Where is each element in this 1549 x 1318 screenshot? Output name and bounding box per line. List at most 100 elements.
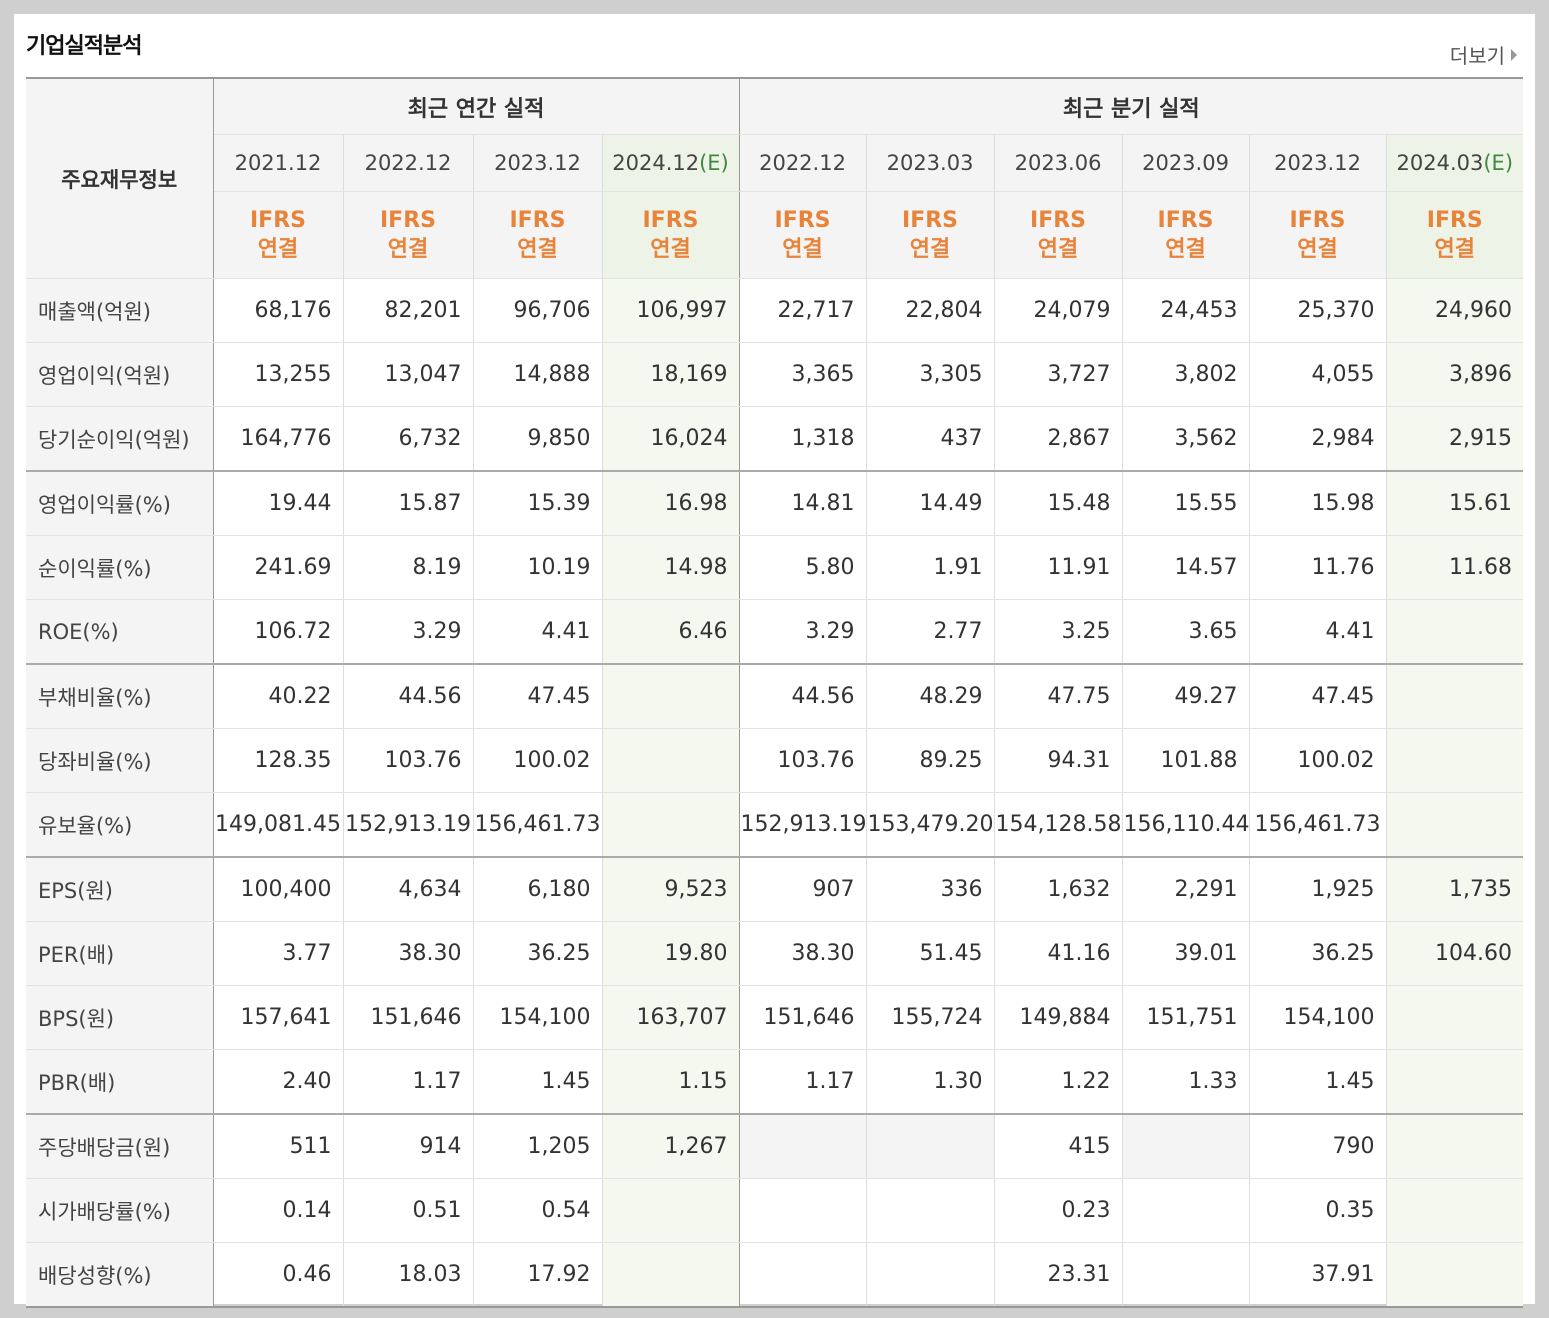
period-date: 2023.03 bbox=[886, 151, 974, 175]
value-cell: 47.45 bbox=[1248, 663, 1387, 729]
value-cell: 1.91 bbox=[865, 535, 995, 600]
value-cell: 914 bbox=[342, 1113, 473, 1179]
value-cell: 0.23 bbox=[993, 1178, 1123, 1243]
value-cell: 3.25 bbox=[993, 599, 1123, 665]
table-row: EPS(원) 100,400 4,634 6,180 9,523 907 336 1,632 2… bbox=[26, 856, 1524, 922]
period-header: 2022.12 bbox=[342, 134, 473, 192]
consolidated-label: 연결 bbox=[1434, 237, 1476, 262]
value-cell: 1.45 bbox=[472, 1049, 602, 1115]
table-row: 순이익률(%) 241.69 8.19 10.19 14.98 5.80 1.91 11.91… bbox=[26, 535, 1524, 600]
consolidated-label: 연결 bbox=[650, 237, 691, 262]
consolidated-label: 연결 bbox=[517, 237, 558, 262]
ifrs-label: IFRS bbox=[1289, 208, 1346, 233]
value-cell: 14.49 bbox=[865, 470, 995, 536]
value-cell: 156,110.44 bbox=[1121, 792, 1250, 858]
value-cell: 4.41 bbox=[1248, 599, 1387, 665]
value-cell: 11.68 bbox=[1385, 535, 1524, 600]
value-cell: 157,641 bbox=[212, 985, 343, 1050]
table-row: 유보율(%) 149,081.45 152,913.19 156,461.73 152,… bbox=[26, 792, 1524, 858]
value-cell bbox=[601, 1178, 740, 1243]
value-cell bbox=[1385, 728, 1524, 793]
value-cell: 11.76 bbox=[1248, 535, 1387, 600]
value-cell: 155,724 bbox=[865, 985, 995, 1050]
row-label: 순이익률(%) bbox=[26, 535, 214, 600]
ifrs-label: IFRS bbox=[250, 208, 306, 233]
value-cell: 38.30 bbox=[738, 921, 867, 986]
value-cell: 151,751 bbox=[1121, 985, 1250, 1050]
ifrs-label: IFRS bbox=[642, 208, 699, 233]
value-cell: 6,732 bbox=[342, 406, 473, 472]
value-cell bbox=[865, 1113, 995, 1179]
ifrs-header: IFRS 연결 bbox=[601, 191, 740, 279]
value-cell: 154,128.58 bbox=[993, 792, 1123, 858]
value-cell: 1,632 bbox=[993, 856, 1123, 922]
value-cell: 24,453 bbox=[1121, 278, 1250, 343]
value-cell: 15.87 bbox=[342, 470, 473, 536]
table-row: ROE(%) 106.72 3.29 4.41 6.46 3.29 2.77 3.25 3.65… bbox=[26, 599, 1524, 665]
quarter-group-header: 최근 분기 실적 bbox=[738, 78, 1524, 135]
value-cell: 1.45 bbox=[1248, 1049, 1387, 1115]
chevron-right-icon bbox=[1511, 48, 1517, 61]
value-cell: 1.33 bbox=[1121, 1049, 1250, 1115]
row-label: EPS(원) bbox=[26, 856, 214, 922]
value-cell: 154,100 bbox=[472, 985, 602, 1050]
estimate-mark: (E) bbox=[699, 151, 729, 175]
value-cell: 49.27 bbox=[1121, 663, 1250, 729]
ifrs-header: IFRS 연결 bbox=[472, 191, 602, 279]
value-cell: 36.25 bbox=[472, 921, 602, 986]
value-cell bbox=[738, 1242, 867, 1308]
value-cell: 3,802 bbox=[1121, 342, 1250, 407]
value-cell: 103.76 bbox=[342, 728, 473, 793]
value-cell: 104.60 bbox=[1385, 921, 1524, 986]
value-cell bbox=[1385, 599, 1524, 665]
value-cell: 2,984 bbox=[1248, 406, 1387, 472]
table-row: 당좌비율(%) 128.35 103.76 100.02 103.76 89.25 94.3… bbox=[26, 728, 1524, 793]
more-link[interactable]: 더보기 bbox=[1450, 40, 1517, 69]
more-label: 더보기 bbox=[1449, 44, 1505, 68]
value-cell: 94.31 bbox=[993, 728, 1123, 793]
value-cell: 4,055 bbox=[1248, 342, 1387, 407]
value-cell: 37.91 bbox=[1248, 1242, 1387, 1308]
value-cell: 22,804 bbox=[865, 278, 995, 343]
value-cell: 25,370 bbox=[1248, 278, 1387, 343]
ifrs-header: IFRS 연결 bbox=[1121, 191, 1250, 279]
period-header: 2023.12 bbox=[1248, 134, 1387, 192]
value-cell: 14.81 bbox=[738, 470, 867, 536]
period-header: 2023.12 bbox=[472, 134, 602, 192]
row-label: 당좌비율(%) bbox=[26, 728, 214, 793]
value-cell: 24,079 bbox=[993, 278, 1123, 343]
table-row: 배당성향(%) 0.46 18.03 17.92 23.31 37.91 bbox=[26, 1242, 1524, 1308]
value-cell bbox=[601, 728, 740, 793]
consolidated-label: 연결 bbox=[1297, 237, 1338, 262]
value-cell: 1,735 bbox=[1385, 856, 1524, 922]
value-cell: 151,646 bbox=[342, 985, 473, 1050]
period-date: 2023.09 bbox=[1142, 151, 1229, 175]
value-cell: 2,915 bbox=[1385, 406, 1524, 472]
row-label: PBR(배) bbox=[26, 1049, 214, 1115]
value-cell: 44.56 bbox=[342, 663, 473, 729]
row-label: 매출액(억원) bbox=[26, 278, 214, 343]
value-cell: 19.44 bbox=[212, 470, 343, 536]
value-cell: 1.17 bbox=[738, 1049, 867, 1115]
ifrs-header: IFRS 연결 bbox=[213, 191, 343, 279]
value-cell: 415 bbox=[993, 1113, 1123, 1179]
value-cell: 156,461.73 bbox=[1248, 792, 1387, 858]
value-cell: 152,913.19 bbox=[738, 792, 867, 858]
ifrs-label: IFRS bbox=[902, 208, 959, 233]
value-cell: 336 bbox=[865, 856, 995, 922]
value-cell: 3.29 bbox=[738, 599, 867, 665]
value-cell: 2,291 bbox=[1121, 856, 1250, 922]
value-cell: 511 bbox=[212, 1113, 343, 1179]
value-cell: 3,896 bbox=[1385, 342, 1524, 407]
value-cell: 89.25 bbox=[865, 728, 995, 793]
value-cell: 18,169 bbox=[601, 342, 740, 407]
ifrs-header: IFRS 연결 bbox=[1248, 191, 1387, 279]
value-cell: 47.75 bbox=[993, 663, 1123, 729]
value-cell: 10.19 bbox=[472, 535, 602, 600]
value-cell: 23.31 bbox=[993, 1242, 1123, 1308]
period-date: 2022.12 bbox=[364, 151, 452, 175]
value-cell: 68,176 bbox=[212, 278, 343, 343]
value-cell: 790 bbox=[1248, 1113, 1387, 1179]
period-header: 2023.03 bbox=[865, 134, 995, 192]
value-cell: 44.56 bbox=[738, 663, 867, 729]
